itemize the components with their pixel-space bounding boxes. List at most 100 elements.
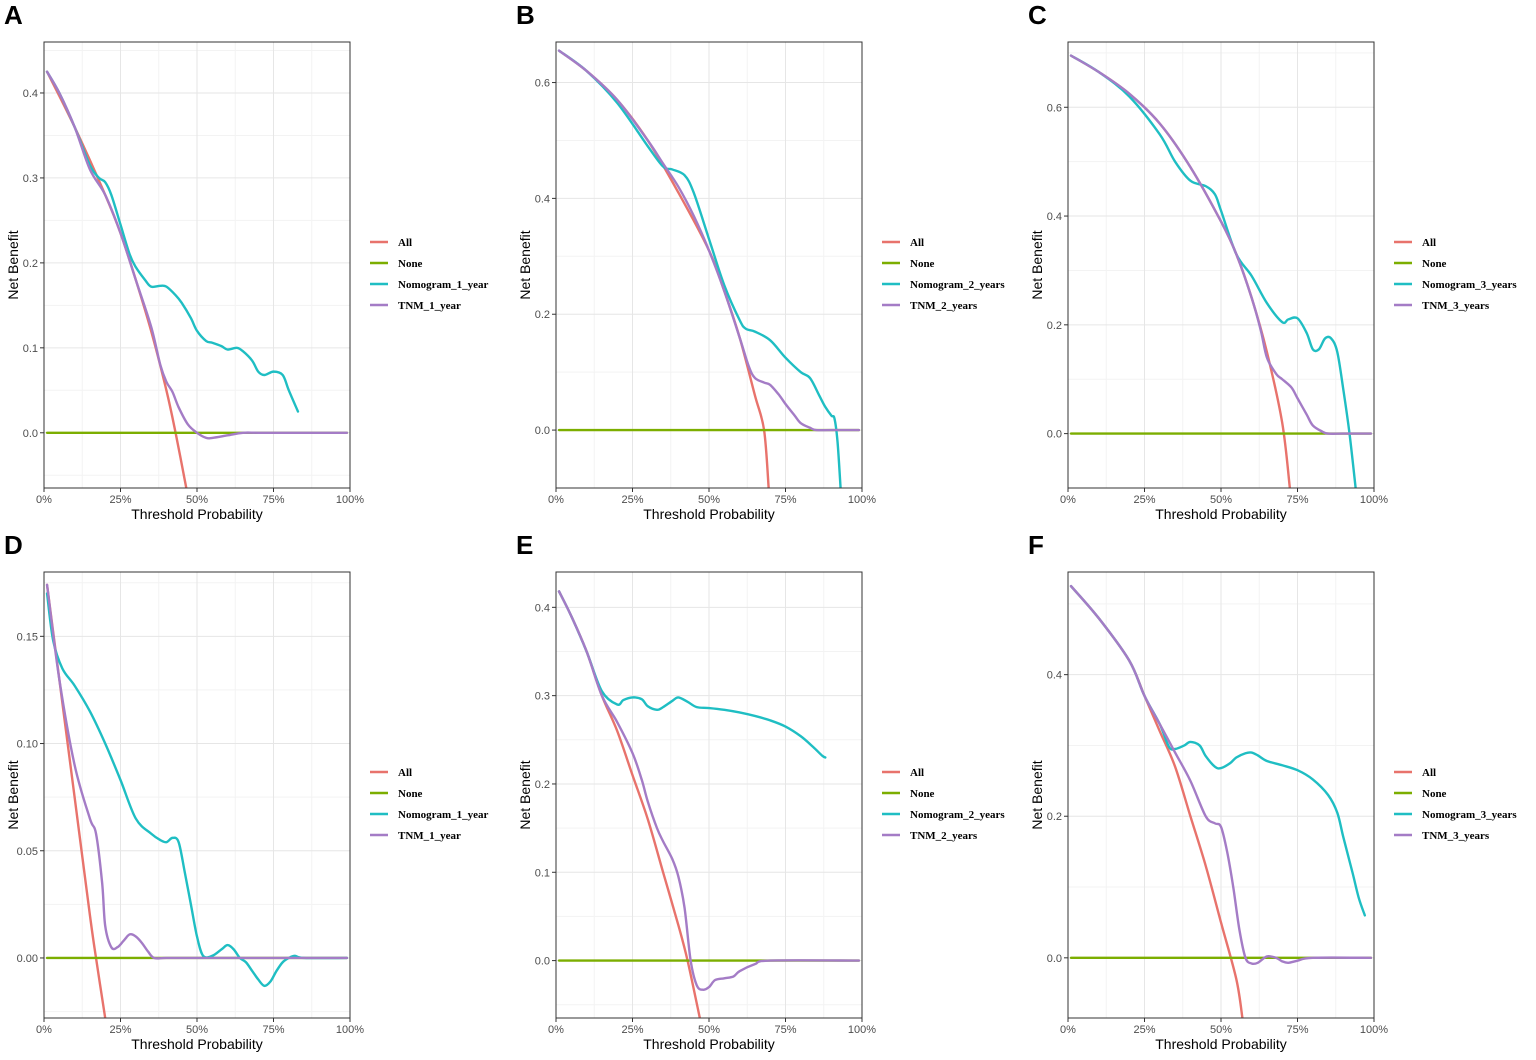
legend-label-all: All bbox=[398, 767, 412, 779]
x-tick-label: 0% bbox=[548, 1024, 564, 1036]
y-axis-title: Net Benefit bbox=[517, 230, 533, 299]
series-line-tnm bbox=[557, 590, 861, 991]
y-tick-label: 0.0 bbox=[535, 425, 550, 437]
series-group bbox=[1069, 584, 1373, 1018]
series-line-tnm bbox=[1069, 584, 1373, 966]
x-tick-label: 0% bbox=[1060, 494, 1076, 506]
y-tick-label: 0.4 bbox=[1047, 670, 1062, 682]
x-tick-label: 75% bbox=[774, 1024, 796, 1036]
legend-label-nomogram: Nomogram_3_years bbox=[1422, 279, 1517, 291]
series-group bbox=[557, 49, 861, 488]
y-tick-label: 0.00 bbox=[17, 953, 38, 965]
legend-label-tnm: TNM_3_years bbox=[1422, 830, 1490, 842]
x-tick-label: 100% bbox=[1360, 494, 1388, 506]
panel-c: C 0% 25% 50% 75% 100% 0.0 0.2 0.4 0.6 Threshold Pr… bbox=[1024, 0, 1536, 530]
x-tick-label: 75% bbox=[262, 1024, 284, 1036]
legend-label-all: All bbox=[910, 237, 924, 249]
legend-label-nomogram: Nomogram_1_year bbox=[398, 279, 489, 291]
legend-label-tnm: TNM_3_years bbox=[1422, 300, 1490, 312]
x-axis-title: Threshold Probability bbox=[1155, 1036, 1287, 1052]
x-tick-label: 50% bbox=[1210, 494, 1232, 506]
panel-letter: B bbox=[516, 0, 535, 30]
y-tick-label: 0.15 bbox=[17, 631, 38, 643]
series-line-nomogram bbox=[1069, 54, 1357, 488]
legend-label-tnm: TNM_1_year bbox=[398, 830, 461, 842]
legend: All None Nomogram_3_years TNM_3_years bbox=[1394, 237, 1517, 312]
grid-major bbox=[43, 572, 351, 1018]
series-group bbox=[557, 590, 861, 1018]
series-line-all bbox=[1069, 54, 1292, 488]
y-tick-label: 0.6 bbox=[1047, 102, 1062, 114]
legend-label-none: None bbox=[910, 788, 935, 800]
x-tick-label: 0% bbox=[36, 1024, 52, 1036]
x-tick-label: 50% bbox=[186, 494, 208, 506]
y-axis-title: Net Benefit bbox=[5, 230, 21, 299]
legend-label-none: None bbox=[910, 258, 935, 270]
y-tick-label: 0.2 bbox=[535, 779, 550, 791]
y-tick-label: 0.0 bbox=[1047, 953, 1062, 965]
x-tick-label: 100% bbox=[1360, 1024, 1388, 1036]
legend-label-all: All bbox=[1422, 237, 1436, 249]
panel-letter: D bbox=[4, 530, 23, 560]
y-tick-label: 0.1 bbox=[23, 343, 38, 355]
y-tick-label: 0.3 bbox=[23, 173, 38, 185]
y-tick-label: 0.2 bbox=[535, 309, 550, 321]
x-tick-label: 75% bbox=[1286, 1024, 1308, 1036]
legend: All None Nomogram_2_years TNM_2_years bbox=[882, 767, 1005, 842]
legend-label-nomogram: Nomogram_2_years bbox=[910, 809, 1005, 821]
legend: All None Nomogram_1_year TNM_1_year bbox=[370, 237, 489, 312]
legend-label-tnm: TNM_2_years bbox=[910, 830, 978, 842]
y-tick-label: 0.4 bbox=[535, 193, 550, 205]
x-tick-label: 25% bbox=[621, 494, 643, 506]
y-axis-title: Net Benefit bbox=[5, 760, 21, 829]
y-tick-label: 0.4 bbox=[535, 602, 550, 614]
y-tick-label: 0.05 bbox=[17, 846, 38, 858]
y-tick-label: 0.2 bbox=[23, 258, 38, 270]
chart-svg: A 0% 25% 50% 75% 100% 0.0 0.1 0.2 0.3 0.4 Threshold… bbox=[4, 0, 489, 522]
x-tick-label: 50% bbox=[1210, 1024, 1232, 1036]
y-tick-label: 0.2 bbox=[1047, 811, 1062, 823]
grid-major bbox=[1067, 42, 1375, 488]
x-axis-title: Threshold Probability bbox=[1155, 506, 1287, 522]
x-axis-title: Threshold Probability bbox=[643, 506, 775, 522]
x-tick-label: 100% bbox=[848, 494, 876, 506]
x-tick-label: 75% bbox=[262, 494, 284, 506]
series-line-nomogram bbox=[557, 590, 827, 759]
legend: All None Nomogram_1_year TNM_1_year bbox=[370, 767, 489, 842]
series-group bbox=[45, 70, 349, 488]
y-tick-label: 0.6 bbox=[535, 78, 550, 90]
grid-major bbox=[555, 42, 863, 488]
x-tick-label: 0% bbox=[36, 494, 52, 506]
legend-label-all: All bbox=[1422, 767, 1436, 779]
series-group bbox=[45, 583, 349, 1018]
x-axis-title: Threshold Probability bbox=[131, 1036, 263, 1052]
legend-label-none: None bbox=[398, 788, 423, 800]
y-tick-label: 0.0 bbox=[535, 956, 550, 968]
y-tick-label: 0.0 bbox=[23, 428, 38, 440]
series-line-all bbox=[45, 70, 188, 488]
y-tick-label: 0.4 bbox=[1047, 211, 1062, 223]
x-tick-label: 75% bbox=[774, 494, 796, 506]
chart-svg: B 0% 25% 50% 75% 100% 0.0 0.2 0.4 0.6 Threshold Pr… bbox=[516, 0, 1005, 522]
legend-label-tnm: TNM_2_years bbox=[910, 300, 978, 312]
panel-d: D 0% 25% 50% 75% 100% 0.00 0.05 0.10 0.15 Threshol… bbox=[0, 530, 512, 1060]
chart-svg: D 0% 25% 50% 75% 100% 0.00 0.05 0.10 0.15 Threshol… bbox=[4, 530, 489, 1052]
legend-label-nomogram: Nomogram_3_years bbox=[1422, 809, 1517, 821]
legend-label-none: None bbox=[1422, 788, 1447, 800]
chart-svg: E 0% 25% 50% 75% 100% 0.0 0.1 0.2 0.3 0.4 Threshold… bbox=[516, 530, 1005, 1052]
series-group bbox=[1069, 54, 1373, 488]
legend-label-nomogram: Nomogram_1_year bbox=[398, 809, 489, 821]
x-tick-label: 100% bbox=[336, 1024, 364, 1036]
legend: All None Nomogram_3_years TNM_3_years bbox=[1394, 767, 1517, 842]
series-line-all bbox=[1069, 584, 1244, 1018]
panel-letter: C bbox=[1028, 0, 1047, 30]
panel-e: E 0% 25% 50% 75% 100% 0.0 0.1 0.2 0.3 0.4 Threshold… bbox=[512, 530, 1024, 1060]
series-line-all bbox=[557, 49, 770, 488]
x-tick-label: 50% bbox=[698, 1024, 720, 1036]
legend-label-all: All bbox=[910, 767, 924, 779]
x-axis-title: Threshold Probability bbox=[131, 506, 263, 522]
x-tick-label: 0% bbox=[1060, 1024, 1076, 1036]
y-axis-title: Net Benefit bbox=[517, 760, 533, 829]
grid-major bbox=[43, 42, 351, 488]
y-tick-label: 0.2 bbox=[1047, 320, 1062, 332]
